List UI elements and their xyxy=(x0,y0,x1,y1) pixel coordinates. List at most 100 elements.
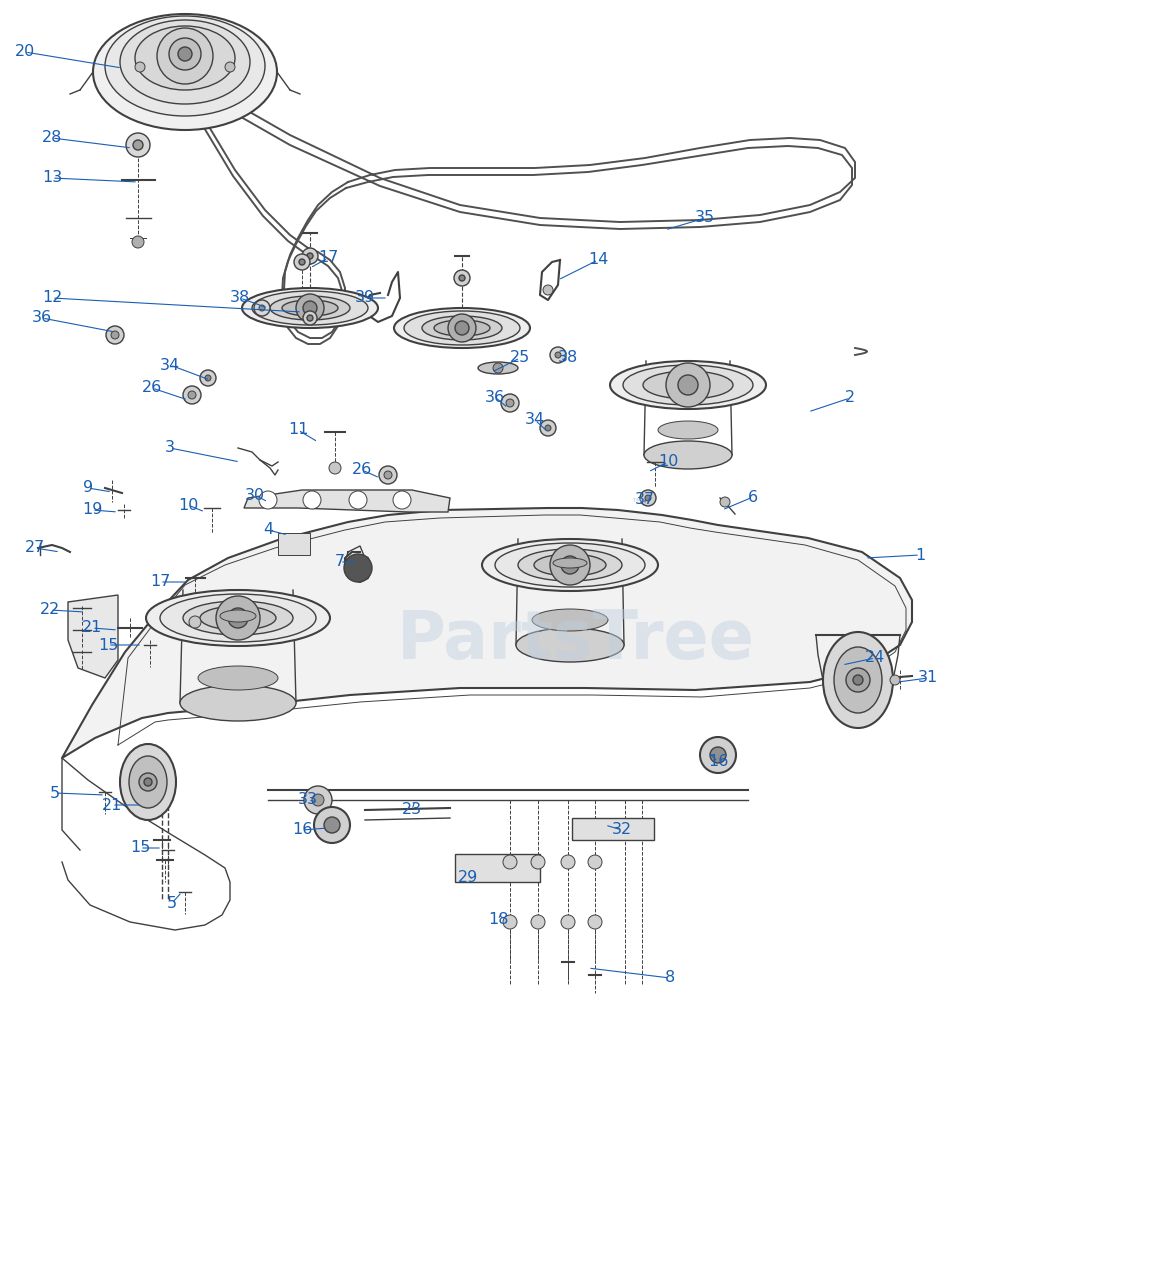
Text: 28: 28 xyxy=(42,131,62,146)
Ellipse shape xyxy=(434,320,490,335)
Text: 24: 24 xyxy=(865,650,886,666)
Text: PartsTree: PartsTree xyxy=(397,607,755,673)
Circle shape xyxy=(506,399,514,407)
Ellipse shape xyxy=(93,14,277,131)
Text: 21: 21 xyxy=(82,621,103,635)
Text: 12: 12 xyxy=(42,291,62,306)
Circle shape xyxy=(562,855,575,869)
Ellipse shape xyxy=(198,666,278,690)
Circle shape xyxy=(540,420,556,436)
Ellipse shape xyxy=(532,609,608,631)
Ellipse shape xyxy=(120,20,250,104)
Circle shape xyxy=(189,616,201,628)
Text: 6: 6 xyxy=(748,489,758,504)
Text: 26: 26 xyxy=(142,380,163,396)
Ellipse shape xyxy=(129,756,167,808)
Ellipse shape xyxy=(495,543,645,588)
Ellipse shape xyxy=(183,602,293,635)
Ellipse shape xyxy=(645,442,732,468)
Ellipse shape xyxy=(834,646,882,713)
Ellipse shape xyxy=(394,308,530,348)
Ellipse shape xyxy=(518,549,621,581)
FancyBboxPatch shape xyxy=(572,818,654,840)
Circle shape xyxy=(188,390,196,399)
Circle shape xyxy=(890,675,900,685)
Circle shape xyxy=(302,248,318,264)
Text: 3: 3 xyxy=(165,440,175,456)
Ellipse shape xyxy=(270,296,351,320)
Text: 19: 19 xyxy=(82,503,103,517)
Circle shape xyxy=(503,915,517,929)
Circle shape xyxy=(111,332,119,339)
Circle shape xyxy=(454,270,470,285)
Ellipse shape xyxy=(553,558,587,568)
Circle shape xyxy=(178,47,193,61)
Circle shape xyxy=(545,425,551,431)
Text: 10: 10 xyxy=(658,454,678,470)
Ellipse shape xyxy=(180,685,296,721)
Circle shape xyxy=(459,275,465,282)
Text: 35: 35 xyxy=(695,210,715,225)
Circle shape xyxy=(329,462,341,474)
Ellipse shape xyxy=(199,605,276,630)
Circle shape xyxy=(144,778,152,786)
Text: 7: 7 xyxy=(334,554,345,570)
Circle shape xyxy=(106,326,125,344)
Circle shape xyxy=(543,285,553,294)
Circle shape xyxy=(314,806,351,844)
Ellipse shape xyxy=(344,554,372,582)
Circle shape xyxy=(135,61,145,72)
Text: 31: 31 xyxy=(918,671,939,686)
Ellipse shape xyxy=(534,554,606,576)
Text: 17: 17 xyxy=(150,575,171,590)
Circle shape xyxy=(562,915,575,929)
FancyBboxPatch shape xyxy=(278,532,310,556)
Circle shape xyxy=(307,315,312,321)
Text: 25: 25 xyxy=(510,351,530,366)
Circle shape xyxy=(719,497,730,507)
Circle shape xyxy=(384,471,392,479)
FancyBboxPatch shape xyxy=(455,854,540,882)
Circle shape xyxy=(678,375,698,396)
Ellipse shape xyxy=(146,590,330,646)
Circle shape xyxy=(645,495,651,500)
Circle shape xyxy=(640,490,656,506)
Circle shape xyxy=(307,253,312,259)
Circle shape xyxy=(846,668,871,692)
Circle shape xyxy=(304,786,332,814)
Text: 9: 9 xyxy=(83,480,93,495)
Circle shape xyxy=(562,556,579,573)
Circle shape xyxy=(493,364,503,372)
Text: 11: 11 xyxy=(288,422,308,438)
Polygon shape xyxy=(62,508,912,758)
Ellipse shape xyxy=(105,15,265,116)
Circle shape xyxy=(169,38,201,70)
Text: 2: 2 xyxy=(845,390,856,406)
Circle shape xyxy=(555,352,562,358)
Ellipse shape xyxy=(517,628,624,662)
Text: 33: 33 xyxy=(297,792,318,808)
Circle shape xyxy=(205,375,211,381)
Text: 15: 15 xyxy=(98,637,119,653)
Ellipse shape xyxy=(658,421,718,439)
Text: 20: 20 xyxy=(15,45,35,59)
Polygon shape xyxy=(68,595,118,678)
Circle shape xyxy=(303,301,317,315)
Circle shape xyxy=(183,387,201,404)
Text: 32: 32 xyxy=(612,823,632,837)
Text: 29: 29 xyxy=(458,870,478,886)
Text: 38: 38 xyxy=(229,291,250,306)
Circle shape xyxy=(312,794,324,806)
Circle shape xyxy=(455,321,469,335)
Circle shape xyxy=(532,915,545,929)
Circle shape xyxy=(216,596,259,640)
Text: 17: 17 xyxy=(318,251,338,265)
Text: 34: 34 xyxy=(525,412,545,428)
Text: 37: 37 xyxy=(635,493,655,507)
Circle shape xyxy=(294,253,310,270)
Ellipse shape xyxy=(160,594,316,643)
Ellipse shape xyxy=(422,316,502,340)
Circle shape xyxy=(299,259,306,265)
Circle shape xyxy=(532,855,545,869)
Ellipse shape xyxy=(253,291,368,325)
